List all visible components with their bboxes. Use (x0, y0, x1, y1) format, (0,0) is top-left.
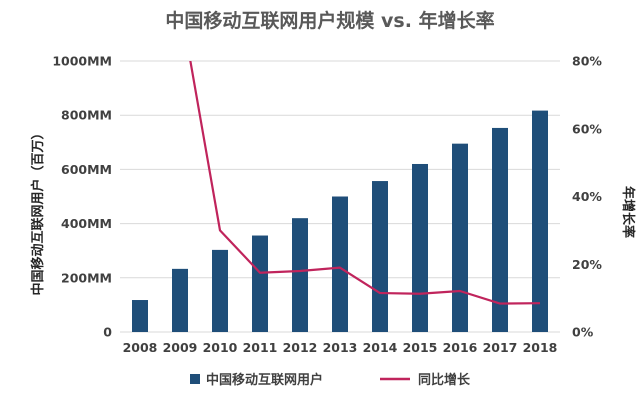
y-tick-label: 1000MM (52, 54, 112, 69)
y2-tick-label: 60% (572, 121, 602, 136)
x-tick-label: 2012 (283, 340, 318, 355)
left-axis-ticks: 0 200MM 400MM 600MM 800MM 1000MM (52, 54, 112, 340)
right-axis-ticks: 0% 20% 40% 60% 80% (572, 54, 602, 340)
x-tick-label: 2009 (163, 340, 198, 355)
line-series (189, 61, 541, 305)
legend-bar-swatch (190, 374, 200, 384)
growth-line (189, 61, 541, 305)
legend-bar-label: 中国移动互联网用户 (206, 372, 323, 388)
y2-tick-label: 80% (572, 54, 602, 69)
bar (172, 268, 188, 332)
y-tick-label: 400MM (61, 216, 112, 231)
legend: 中国移动互联网用户 同比增长 (190, 372, 471, 388)
bar (372, 181, 388, 332)
legend-line-label: 同比增长 (418, 372, 471, 388)
bar-series (132, 110, 548, 332)
y-tick-label: 0 (103, 325, 112, 340)
bar (212, 249, 228, 332)
bar (132, 300, 148, 332)
bar (292, 218, 308, 332)
x-axis-ticks: 2008 2009 2010 2011 2012 2013 2014 2015 2016 2017… (123, 340, 558, 355)
x-tick-label: 2016 (443, 340, 478, 355)
x-tick-label: 2008 (123, 340, 158, 355)
x-tick-label: 2013 (323, 340, 358, 355)
chart-title: 中国移动互联网用户规模 vs. 年增长率 (165, 9, 494, 32)
y-tick-label: 800MM (61, 108, 112, 123)
bar (252, 235, 268, 332)
bar (492, 127, 508, 332)
x-tick-label: 2011 (243, 340, 278, 355)
y-tick-label: 600MM (61, 162, 112, 177)
x-tick-label: 2015 (403, 340, 438, 355)
bar (332, 196, 348, 332)
y-axis-title: 中国移动互联网用户（百万） (30, 126, 46, 295)
bar (452, 143, 468, 332)
bar (412, 163, 428, 332)
y2-tick-label: 20% (572, 257, 602, 272)
bar (532, 110, 548, 332)
y2-tick-label: 0% (572, 325, 594, 340)
y2-axis-title: 年增长率 (620, 186, 636, 238)
y-tick-label: 200MM (61, 270, 112, 285)
x-tick-label: 2014 (363, 340, 398, 355)
x-tick-label: 2010 (203, 340, 238, 355)
x-tick-label: 2018 (523, 340, 558, 355)
x-tick-label: 2017 (483, 340, 518, 355)
y2-tick-label: 40% (572, 189, 602, 204)
